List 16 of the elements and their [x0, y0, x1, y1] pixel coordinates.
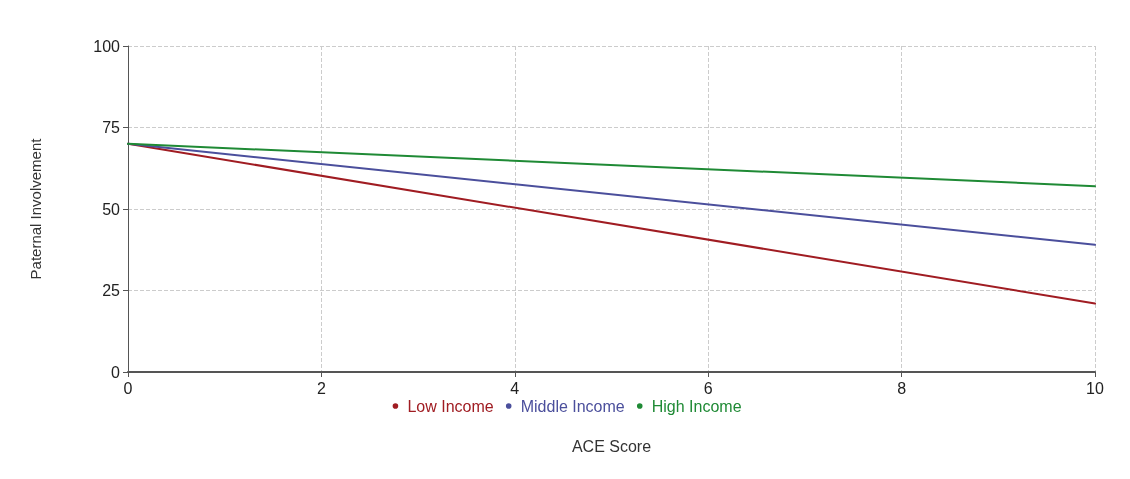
y-tick-label: 50	[102, 200, 121, 218]
legend-label: Middle Income	[520, 397, 625, 415]
x-tick-label: 4	[510, 379, 520, 397]
y-tick-label: 0	[111, 363, 121, 381]
legend-label: Low Income	[407, 397, 494, 415]
y-tick-label: 100	[93, 37, 121, 55]
x-axis-title: ACE Score	[571, 437, 652, 455]
x-tick-label: 0	[123, 379, 133, 397]
x-tick-label: 6	[703, 379, 713, 397]
x-tick-label: 8	[897, 379, 907, 397]
y-tick-label: 75	[102, 119, 121, 136]
y-axis-title: Paternal Involvement	[27, 137, 44, 280]
y-tick-label: 25	[102, 282, 121, 299]
x-tick-label: 10	[1086, 379, 1104, 397]
x-tick-label: 2	[316, 379, 326, 397]
legend-label: High Income	[651, 397, 742, 415]
